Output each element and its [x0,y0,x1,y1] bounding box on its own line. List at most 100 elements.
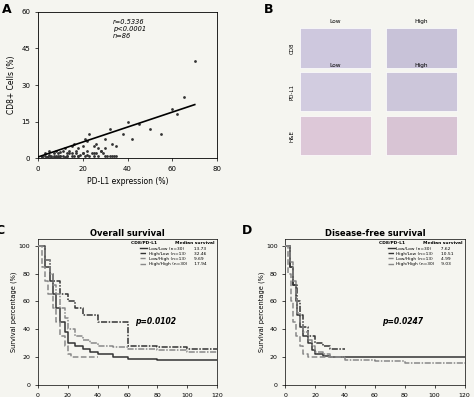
Point [112,152,120,159]
FancyBboxPatch shape [386,72,457,112]
Text: High: High [415,19,428,23]
Point [46,152,53,159]
Point [108,152,116,159]
Point [61,145,69,152]
Point [191,58,199,64]
Point [86,131,93,137]
Point [180,94,187,100]
Point [50,150,57,156]
Point [104,152,111,159]
Point [108,141,116,147]
Point [70,141,78,147]
Point [79,150,87,156]
Point [99,150,107,156]
Point [47,152,55,159]
Point [77,151,84,158]
Title: Overall survival: Overall survival [90,229,165,238]
Point [92,141,100,147]
Point [38,152,46,159]
Point [92,150,100,156]
Point [41,150,48,156]
Point [46,148,53,154]
Point [55,154,62,160]
Point [43,154,51,160]
Point [169,106,176,113]
Point [101,145,109,152]
Point [59,148,66,154]
Point [124,118,131,125]
Point [43,154,51,160]
Point [46,151,53,158]
FancyBboxPatch shape [386,116,457,155]
Point [101,135,109,142]
Point [55,152,62,159]
FancyBboxPatch shape [300,116,371,155]
Point [56,152,64,159]
Text: Low: Low [330,62,341,67]
Legend: Low/Low (n=30)       7.62, High/Low (n=13)      10.51, Low/High (n=13)      4.99: Low/Low (n=30) 7.62, High/Low (n=13) 10.… [377,239,464,268]
Point [157,131,165,137]
Point [74,152,82,159]
Text: A: A [2,3,12,16]
Point [119,131,127,137]
Text: PD-L1: PD-L1 [290,84,295,100]
Point [70,152,78,159]
Point [47,154,55,160]
Point [61,154,69,160]
Point [173,111,181,118]
Point [112,143,120,149]
Point [90,143,98,149]
Point [59,152,66,159]
Y-axis label: Survival percentage (%): Survival percentage (%) [258,272,264,352]
Point [81,135,89,142]
Text: High: High [415,62,428,67]
Point [68,150,75,156]
Point [128,135,136,142]
Text: C: C [0,224,4,237]
Text: p=0.0247: p=0.0247 [382,317,423,326]
Text: D: D [242,224,253,237]
Point [97,148,104,154]
Text: Low: Low [330,19,341,23]
Point [56,149,64,155]
Title: Disease-free survival: Disease-free survival [325,229,425,238]
Point [106,152,113,159]
Point [38,154,46,160]
Text: B: B [264,3,273,16]
Point [83,138,91,145]
FancyBboxPatch shape [300,72,371,112]
Point [41,152,48,159]
Text: p=0.0102: p=0.0102 [135,317,176,326]
Point [56,152,64,159]
Point [88,150,95,156]
Point [86,152,93,159]
Point [52,148,60,154]
Point [79,143,87,149]
Y-axis label: CD8+ Cells (%): CD8+ Cells (%) [7,56,16,114]
Point [52,152,60,159]
Point [101,152,109,159]
Point [50,154,57,160]
Point [90,150,98,156]
Point [63,152,71,159]
Point [79,150,87,156]
X-axis label: PD-L1 expression (%): PD-L1 expression (%) [87,177,168,187]
Point [74,152,82,159]
Text: r=0.5336
p<0.0001
n=86: r=0.5336 p<0.0001 n=86 [113,19,146,39]
Point [63,152,71,159]
Point [52,154,60,160]
Point [81,152,89,159]
FancyBboxPatch shape [386,28,457,67]
Point [135,121,143,127]
Point [68,143,75,149]
Point [110,152,118,159]
Legend: Low/Low (n=30)       13.73, High/Low (n=13)      32.46, Low/High (n=13)      9.6: Low/Low (n=30) 13.73, High/Low (n=13) 32… [130,239,217,268]
Point [90,152,98,159]
Point [83,151,91,158]
Point [106,126,113,132]
Point [83,148,91,154]
Point [65,148,73,154]
Point [68,152,75,159]
Point [65,150,73,156]
Y-axis label: Survival percentage (%): Survival percentage (%) [11,272,17,352]
